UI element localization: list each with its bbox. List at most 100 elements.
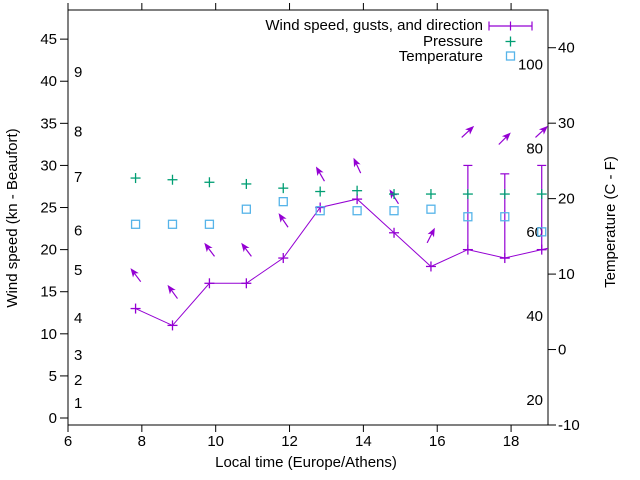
temperature-point-marker [537,227,547,237]
y2-tick-label: 20 [558,191,575,208]
x-tick-label: 10 [207,433,224,450]
wind-direction-arrow [426,227,435,244]
gust-error-bar [500,173,510,259]
beaufort-label: 6 [74,222,82,239]
arrow-head [130,268,139,278]
arrow-shaft [133,272,142,283]
wind-point-marker [130,303,141,314]
plot-layer: 6 8 10 12 14 16 18051015202530354045-100102030… [40,3,580,450]
arrow-head [167,284,176,295]
pressure-point-marker [389,189,400,200]
arrow-head [501,132,511,142]
legend-sample-temperature [505,51,516,61]
temperature-point-marker [204,219,215,229]
y2-tick-label: 10 [558,266,575,283]
wind-point-marker [425,261,436,272]
fahrenheit-label: 80 [526,140,543,157]
legend-sample-wind [488,21,533,31]
y-axis-title: Wind speed (kn - Beaufort) [4,128,21,307]
wind-point-marker [352,194,363,205]
arrow-head [315,166,324,177]
x-tick-label: 14 [355,433,372,450]
wind-direction-arrow [241,242,252,257]
fahrenheit-label: 100 [518,56,543,73]
arrow-shaft [318,171,325,182]
pressure-point-marker [167,174,178,185]
x-axis-title: Local time (Europe/Athens) [215,454,397,471]
arrow-head [538,125,548,135]
wind-speed-line [135,198,549,327]
pressure-point-marker [536,189,547,200]
arrow-shaft [535,129,544,138]
arrow-head [353,157,361,168]
pressure-point-marker [204,177,215,188]
wind-point-marker [278,253,289,264]
wind-direction-arrow [204,242,215,257]
y-tick-label: 45 [40,31,57,48]
beaufort-label: 9 [74,64,82,81]
wind-direction-arrow [167,284,178,299]
x-tick-label: 12 [281,433,298,450]
arrow-head [278,213,287,223]
y2-tick-label: -10 [558,417,580,434]
wind-direction-arrow [535,125,548,138]
y-tick-label: 25 [40,200,57,217]
y-tick-label: 0 [49,410,57,427]
wind-point-marker [536,244,547,255]
wind-point-marker [204,278,215,289]
y-tick-label: 10 [40,326,57,343]
x-tick-label: 18 [503,433,520,450]
beaufort-label: 4 [74,310,82,327]
plot-frame [67,9,549,426]
arrow-shaft [355,163,362,174]
fahrenheit-label: 20 [526,392,543,409]
pressure-point-marker [462,189,473,200]
beaufort-label: 7 [74,169,82,186]
wind-direction-arrow [278,213,289,228]
pressure-point-marker [352,185,363,196]
y-tick-label: 35 [40,115,57,132]
y-tick-label: 15 [40,284,57,301]
legend-label-pressure: Pressure [423,33,483,50]
arrow-shaft [207,247,215,257]
beaufort-label: 2 [74,372,82,389]
gust-error-bar [463,164,473,251]
beaufort-label: 3 [74,347,82,364]
pressure-point-marker [241,178,252,189]
arrow-shaft [244,247,252,257]
arrow-shaft [461,129,470,138]
temperature-point-marker [315,206,325,216]
x-tick-label: 16 [429,433,446,450]
y2-axis-title: Temperature (C - F) [602,156,619,288]
arrow-head [241,242,250,253]
temperature-point-marker [500,212,510,222]
wind-direction-arrow [130,268,142,283]
legend-label-wind: Wind speed, gusts, and direction [265,17,483,34]
pressure-point-marker [130,173,141,184]
pressure-point-marker [499,189,510,200]
pressure-point-marker [425,189,436,200]
pressure-point-marker [315,186,326,197]
wind-point-marker [315,202,326,213]
y2-tick-label: 0 [558,342,566,359]
temperature-point-marker [130,219,141,229]
wind-direction-arrow [353,157,362,174]
y-tick-label: 40 [40,73,57,90]
wind-point-marker [241,278,252,289]
wind-point-marker [462,244,473,255]
temperature-point-marker [463,212,473,222]
y-tick-label: 30 [40,157,57,174]
y2-tick-label: 30 [558,115,575,132]
y2-tick-label: 40 [558,40,575,57]
wind-point-marker [389,227,400,238]
arrow-head [427,227,435,238]
temperature-point-marker [167,219,178,229]
pressure-point-marker [278,183,289,194]
fahrenheit-label: 60 [526,224,543,241]
legend-samples [488,21,533,61]
legend: Wind speed, gusts, and direction Pressur… [265,17,533,65]
legend-label-temperature: Temperature [399,48,483,65]
temperature-point-marker [278,197,288,207]
arrow-shaft [426,233,433,244]
